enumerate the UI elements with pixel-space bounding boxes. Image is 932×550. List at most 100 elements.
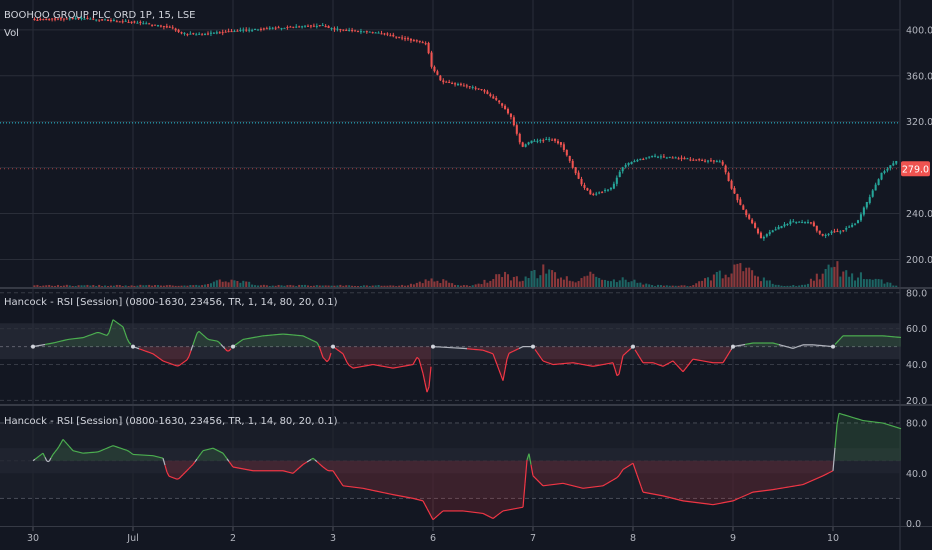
candle-body xyxy=(495,98,498,100)
volume-bar xyxy=(206,283,210,287)
rsi1-line-segment xyxy=(640,359,644,364)
rsi2-fill xyxy=(183,460,185,475)
rsi1-fill xyxy=(869,335,871,347)
volume-bar xyxy=(248,281,251,287)
rsi2-line-segment xyxy=(572,485,576,487)
x-tick-label: 9 xyxy=(730,533,736,544)
rsi1-fill xyxy=(245,338,247,347)
rsi1-line-segment xyxy=(504,359,508,371)
rsi2-line-segment xyxy=(670,497,674,499)
candle-body xyxy=(777,226,780,230)
rsi2-line-segment xyxy=(540,483,544,487)
volume-bar xyxy=(183,285,186,287)
candle-body xyxy=(206,33,210,35)
volume-bar xyxy=(277,284,280,287)
candle-body xyxy=(312,25,315,27)
volume-bar xyxy=(862,279,865,287)
rsi2-fill xyxy=(721,460,723,504)
rsi2-fill xyxy=(107,447,109,461)
rsi1-fill xyxy=(419,346,421,367)
rsi2-fill xyxy=(359,460,361,489)
rsi2-fill xyxy=(617,460,619,478)
rsi2-line-segment xyxy=(180,474,184,477)
rsi2-line-segment xyxy=(96,450,100,453)
volume-bar xyxy=(168,284,171,287)
rsi1-fill xyxy=(257,336,259,347)
rsi2-line-segment xyxy=(574,485,578,488)
volume-bar xyxy=(262,284,265,287)
candle-body xyxy=(604,189,607,191)
volume-bar xyxy=(448,282,451,287)
rsi2-fill xyxy=(645,460,647,493)
candle-body xyxy=(592,193,595,195)
rsi2-fill xyxy=(217,450,219,461)
rsi2-fill xyxy=(389,460,391,495)
candle-body xyxy=(871,190,874,197)
volume-bar xyxy=(418,281,421,287)
rsi1-fill xyxy=(565,346,567,364)
volume-bars xyxy=(33,261,898,287)
rsi2-line-segment xyxy=(196,455,200,460)
rsi1-line-segment xyxy=(124,332,128,339)
rsi2-fill xyxy=(813,460,815,481)
rsi2-line-segment xyxy=(56,446,60,450)
rsi1-fill xyxy=(609,346,611,364)
rsi1-line-segment xyxy=(180,362,184,365)
rsi1-fill xyxy=(417,346,419,360)
rsi1-fill xyxy=(267,335,269,347)
volume-bar xyxy=(639,282,642,287)
rsi2-line-segment xyxy=(602,484,606,487)
rsi2-line-segment xyxy=(314,459,318,463)
rsi2-line-segment xyxy=(124,449,128,451)
rsi2-line-segment xyxy=(736,497,740,500)
rsi2-fill xyxy=(747,460,749,495)
candle-body xyxy=(489,94,492,97)
rsi2-line-segment xyxy=(224,455,228,460)
rsi1-fill xyxy=(489,346,491,354)
rsi2-line-segment xyxy=(108,445,112,448)
candle-body xyxy=(351,29,354,31)
rsi2-fill xyxy=(691,460,693,503)
volume-bar xyxy=(598,278,601,287)
candle-body xyxy=(751,219,754,224)
rsi2-line-segment xyxy=(832,447,836,471)
rsi1-line-segment xyxy=(172,363,176,366)
volume-bar xyxy=(142,285,145,287)
rsi1-line-segment xyxy=(676,364,680,368)
rsi1-fill xyxy=(499,346,501,376)
rsi1-line-segment xyxy=(656,363,660,366)
rsi1-fill xyxy=(851,335,853,347)
candle-body xyxy=(827,233,830,235)
rsi1-fill xyxy=(75,338,77,347)
rsi1-line-segment xyxy=(218,341,222,345)
rsi1-fill xyxy=(769,343,771,347)
rsi1-fill xyxy=(899,337,901,347)
rsi2-fill xyxy=(477,460,479,513)
rsi1-fill xyxy=(705,346,707,362)
rsi2-line-segment xyxy=(580,487,584,489)
rsi2-line-segment xyxy=(534,477,538,481)
rsi1-line-segment xyxy=(136,347,140,350)
candle-body xyxy=(483,90,486,92)
volume-bar xyxy=(377,284,380,287)
rsi1-fill xyxy=(301,335,303,347)
rsi1-line-segment xyxy=(184,359,188,362)
volume-bar xyxy=(809,278,812,287)
rsi2-fill xyxy=(719,460,721,504)
rsi2-line-segment xyxy=(226,458,230,462)
rsi2-fill xyxy=(215,449,217,461)
rsi1-line-segment xyxy=(188,350,192,357)
candle-body xyxy=(627,163,630,165)
candle-body xyxy=(201,34,204,36)
volume-bar xyxy=(198,285,201,287)
rsi2-fill xyxy=(369,460,371,491)
candle-body xyxy=(615,177,618,184)
rsi1-fill xyxy=(305,336,307,347)
candle-body xyxy=(748,214,751,219)
candle-body xyxy=(71,18,74,20)
rsi2-line-segment xyxy=(104,447,108,450)
candle-body xyxy=(721,161,724,165)
rsi2-line-segment xyxy=(636,474,640,481)
rsi1-fill xyxy=(885,336,887,347)
rsi2-line-segment xyxy=(50,454,54,459)
